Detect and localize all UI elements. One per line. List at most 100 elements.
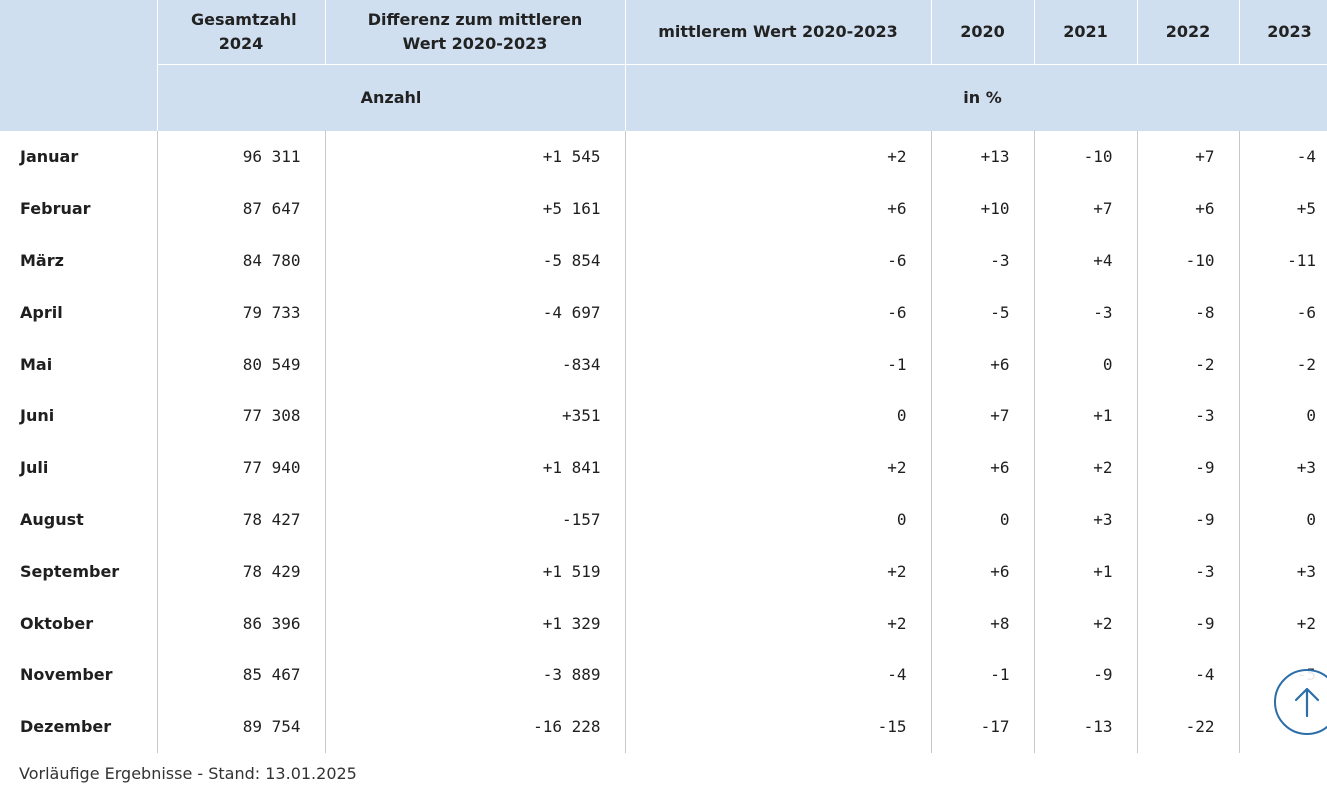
cell-diff: -3 889 bbox=[324, 648, 625, 701]
cell-y2021: +7 bbox=[1033, 182, 1137, 235]
cell-y2023: +3 bbox=[1238, 441, 1327, 494]
cell-y2022: +6 bbox=[1136, 182, 1239, 235]
cell-diff: -834 bbox=[324, 338, 625, 390]
cell-y2022: -3 bbox=[1136, 545, 1239, 598]
cell-y2020: +6 bbox=[930, 545, 1034, 598]
cell-y2020: +8 bbox=[930, 597, 1034, 649]
table-row: April 79 733 -4 697 -6 -5 -3 -8 -6 bbox=[0, 286, 1327, 339]
back-to-top-button[interactable] bbox=[1274, 669, 1327, 735]
cell-y2021: -10 bbox=[1033, 131, 1137, 183]
cell-y2023: +3 bbox=[1238, 545, 1327, 598]
cell-diff: +1 519 bbox=[324, 545, 625, 598]
month-label: Februar bbox=[20, 199, 91, 219]
cell-pct: -6 bbox=[624, 286, 931, 339]
month-label: Juli bbox=[20, 458, 49, 478]
cell-y2022: +7 bbox=[1136, 131, 1239, 183]
cell-diff: +1 545 bbox=[324, 131, 625, 183]
cell-total: 77 940 bbox=[156, 441, 325, 494]
header-2022: 2022 bbox=[1137, 0, 1240, 65]
header-2021: 2021 bbox=[1034, 0, 1138, 65]
cell-diff: +5 161 bbox=[324, 182, 625, 235]
cell-y2022: -9 bbox=[1136, 597, 1239, 649]
cell-total: 96 311 bbox=[156, 131, 325, 183]
cell-y2022: -10 bbox=[1136, 234, 1239, 287]
cell-y2021: -9 bbox=[1033, 648, 1137, 701]
cell-y2021: +1 bbox=[1033, 545, 1137, 598]
cell-y2023: 0 bbox=[1238, 389, 1327, 442]
month-label: Dezember bbox=[20, 717, 112, 737]
month-label: Mai bbox=[20, 354, 53, 374]
cell-total: 89 754 bbox=[156, 700, 325, 753]
month-label: September bbox=[20, 561, 120, 581]
cell-total: 85 467 bbox=[156, 648, 325, 701]
cell-y2020: -5 bbox=[930, 286, 1034, 339]
header-diff-absolute: Differenz zum mittleren Wert 2020-2023 bbox=[325, 0, 626, 65]
cell-diff: -16 228 bbox=[324, 700, 625, 753]
cell-y2023: -11 bbox=[1238, 234, 1327, 287]
unit-percent: in % bbox=[625, 64, 1327, 131]
footnote: Vorläufige Ergebnisse - Stand: 13.01.202… bbox=[19, 764, 357, 783]
cell-diff: -5 854 bbox=[324, 234, 625, 287]
cell-y2022: -8 bbox=[1136, 286, 1239, 339]
cell-pct: +2 bbox=[624, 597, 931, 649]
cell-y2022: -3 bbox=[1136, 389, 1239, 442]
cell-pct: -1 bbox=[624, 338, 931, 390]
cell-diff: +1 841 bbox=[324, 441, 625, 494]
table-row: August 78 427 -157 0 0 +3 -9 0 bbox=[0, 493, 1327, 546]
unit-count: Anzahl bbox=[157, 64, 626, 131]
cell-diff: -4 697 bbox=[324, 286, 625, 339]
cell-diff: -157 bbox=[324, 493, 625, 546]
arrow-up-icon bbox=[1294, 687, 1320, 718]
cell-total: 78 427 bbox=[156, 493, 325, 546]
cell-y2022: -2 bbox=[1136, 338, 1239, 390]
cell-y2022: -9 bbox=[1136, 493, 1239, 546]
cell-y2023: 0 bbox=[1238, 493, 1327, 546]
table-row: Juli 77 940 +1 841 +2 +6 +2 -9 +3 bbox=[0, 441, 1327, 494]
cell-pct: +2 bbox=[624, 131, 931, 183]
header-2023: 2023 bbox=[1239, 0, 1327, 65]
cell-pct: 0 bbox=[624, 389, 931, 442]
month-label: August bbox=[20, 509, 84, 529]
cell-pct: -4 bbox=[624, 648, 931, 701]
cell-total: 84 780 bbox=[156, 234, 325, 287]
header-2020: 2020 bbox=[931, 0, 1035, 65]
cell-y2021: -3 bbox=[1033, 286, 1137, 339]
cell-y2020: +6 bbox=[930, 441, 1034, 494]
cell-y2023: +2 bbox=[1238, 597, 1327, 649]
table-row: Mai 80 549 -834 -1 +6 0 -2 -2 bbox=[0, 338, 1327, 390]
cell-total: 79 733 bbox=[156, 286, 325, 339]
cell-y2020: -3 bbox=[930, 234, 1034, 287]
table-row: Dezember 89 754 -16 228 -15 -17 -13 -22 bbox=[0, 700, 1327, 753]
cell-pct: 0 bbox=[624, 493, 931, 546]
cell-y2020: +10 bbox=[930, 182, 1034, 235]
cell-y2023: -2 bbox=[1238, 338, 1327, 390]
cell-diff: +351 bbox=[324, 389, 625, 442]
table-row: Juni 77 308 +351 0 +7 +1 -3 0 bbox=[0, 389, 1327, 442]
cell-total: 78 429 bbox=[156, 545, 325, 598]
cell-y2021: +4 bbox=[1033, 234, 1137, 287]
data-table: Gesamtzahl 2024 Differenz zum mittleren … bbox=[0, 0, 1327, 753]
month-label: Oktober bbox=[20, 613, 94, 633]
cell-total: 86 396 bbox=[156, 597, 325, 649]
cell-y2020: +7 bbox=[930, 389, 1034, 442]
month-label: Juni bbox=[20, 406, 55, 426]
cell-y2022: -22 bbox=[1136, 700, 1239, 753]
month-label: April bbox=[20, 302, 63, 322]
cell-pct: +2 bbox=[624, 441, 931, 494]
cell-y2020: -1 bbox=[930, 648, 1034, 701]
cell-y2020: +13 bbox=[930, 131, 1034, 183]
header-diff-percent: mittlerem Wert 2020-2023 bbox=[625, 0, 932, 65]
cell-y2023: -4 bbox=[1238, 131, 1327, 183]
cell-y2021: +1 bbox=[1033, 389, 1137, 442]
cell-y2021: 0 bbox=[1033, 338, 1137, 390]
cell-pct: +2 bbox=[624, 545, 931, 598]
table-row: Oktober 86 396 +1 329 +2 +8 +2 -9 +2 bbox=[0, 597, 1327, 649]
cell-y2021: +3 bbox=[1033, 493, 1137, 546]
cell-y2023: -6 bbox=[1238, 286, 1327, 339]
header-empty bbox=[0, 0, 158, 131]
table-row: September 78 429 +1 519 +2 +6 +1 -3 +3 bbox=[0, 545, 1327, 598]
cell-total: 87 647 bbox=[156, 182, 325, 235]
cell-y2020: +6 bbox=[930, 338, 1034, 390]
cell-y2021: +2 bbox=[1033, 597, 1137, 649]
cell-total: 80 549 bbox=[156, 338, 325, 390]
